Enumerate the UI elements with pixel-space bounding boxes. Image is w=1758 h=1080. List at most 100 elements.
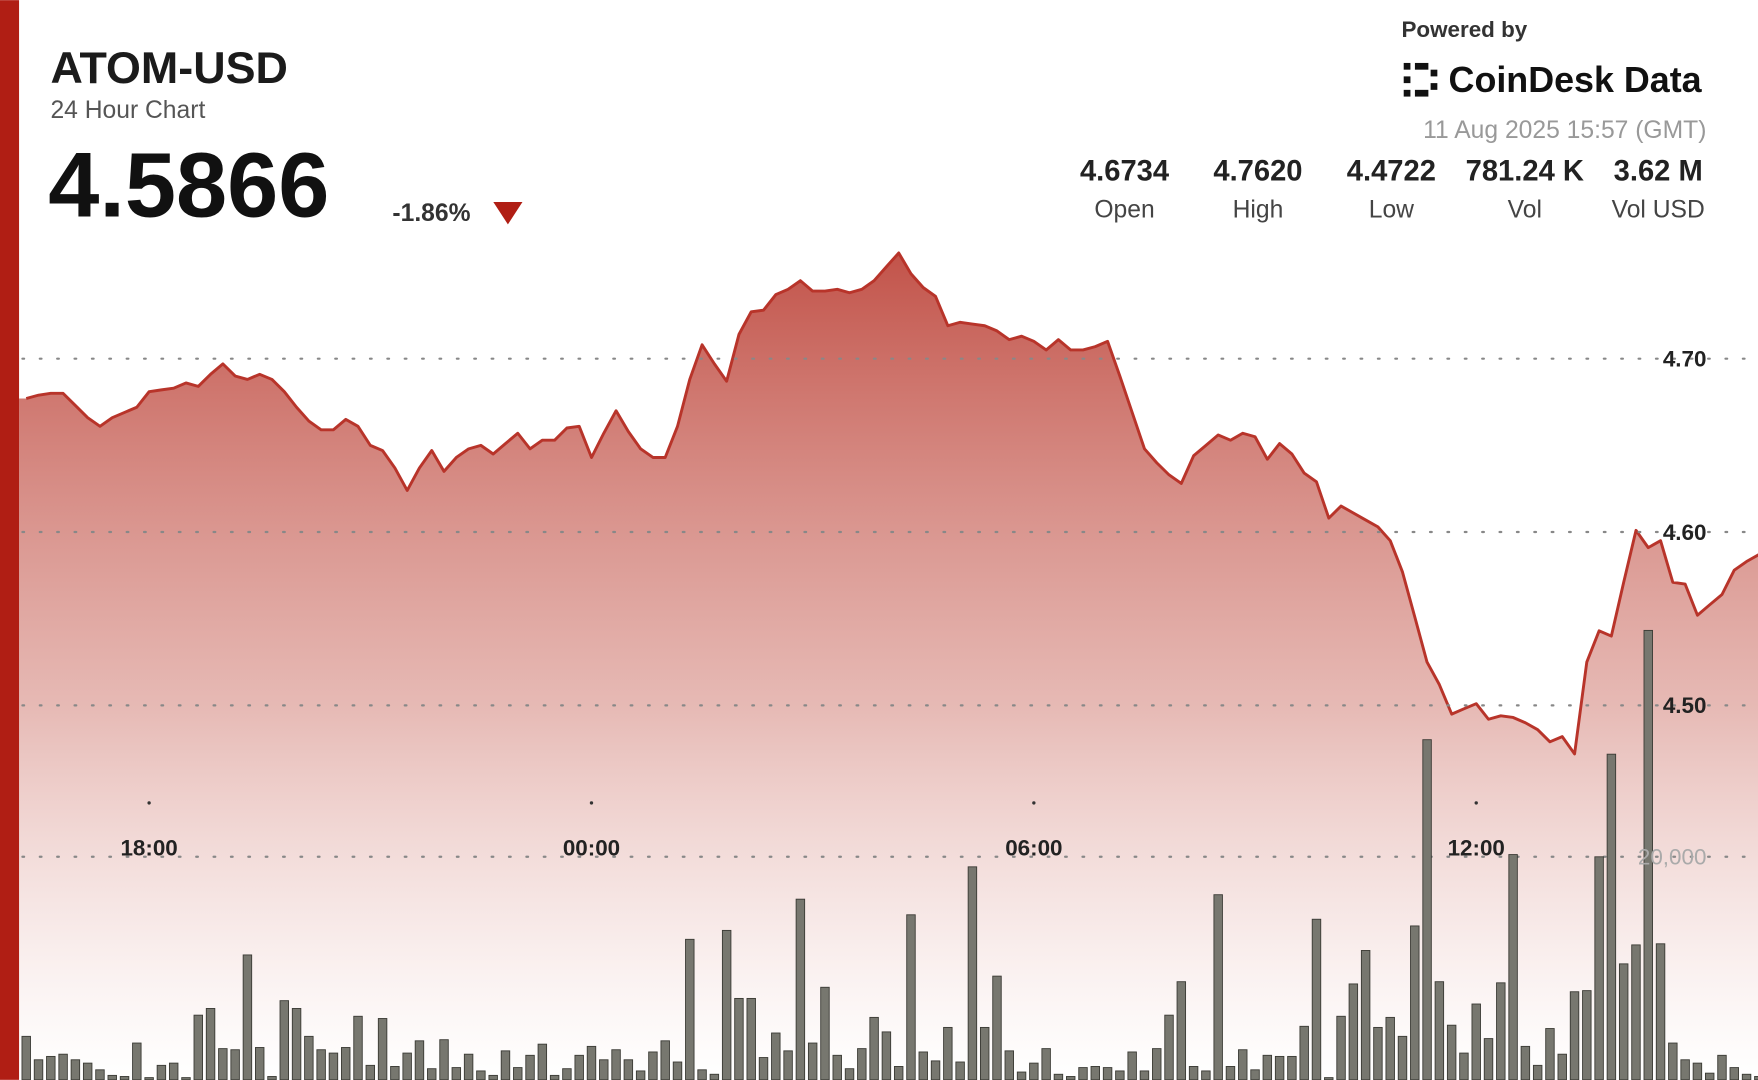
brand: CoinDesk Data <box>1449 60 1703 100</box>
volume-bar <box>46 1055 56 1080</box>
volume-bar <box>488 1074 498 1080</box>
volume-bar <box>218 1048 228 1080</box>
volume-bar <box>242 954 253 1080</box>
volume-bar <box>1201 1070 1211 1080</box>
x-tick <box>1474 801 1478 805</box>
volume-bar <box>1115 1070 1125 1080</box>
volume-bar <box>795 898 806 1080</box>
x-tick <box>147 801 151 805</box>
volume-bar <box>1299 1025 1309 1080</box>
volume-bar <box>844 1068 855 1080</box>
volume-bar <box>635 1070 646 1080</box>
y-tick-label: 4.50 <box>1663 693 1707 718</box>
volume-bar <box>70 1059 81 1080</box>
volume-bar <box>1459 1052 1469 1080</box>
volume-bar <box>1287 1055 1297 1080</box>
volume-bar <box>279 1000 289 1080</box>
volume-bar <box>377 1018 388 1080</box>
volume-bar <box>1385 1016 1395 1080</box>
volume-bar <box>697 1069 707 1080</box>
volume-bar <box>463 1053 474 1080</box>
volume-bar <box>1557 1053 1567 1080</box>
stat-label: High <box>1233 197 1284 224</box>
volume-bar <box>1471 1003 1481 1080</box>
volume-bar <box>254 1047 265 1080</box>
y2-tick-label: 20,000 <box>1638 845 1707 870</box>
volume-bar <box>746 997 756 1080</box>
volume-bar <box>1066 1076 1076 1080</box>
change: -1.86% <box>392 200 470 227</box>
x-tick-label: 00:00 <box>563 836 620 861</box>
volume-bar <box>1422 739 1432 1080</box>
volume-bar <box>1016 1071 1027 1080</box>
volume-bar <box>1434 981 1445 1080</box>
down-arrow <box>493 201 523 225</box>
stat-value: 4.6734 <box>1080 156 1170 188</box>
volume-bar <box>1397 1035 1408 1080</box>
stat-label: Low <box>1369 197 1414 224</box>
volume-bar <box>427 1068 437 1080</box>
volume-bar <box>1496 982 1506 1080</box>
timestamp: 11 Aug 2025 15:57 (GMT) <box>1423 117 1706 144</box>
stat-value: 781.24 K <box>1466 156 1584 188</box>
volume-bar <box>156 1064 167 1080</box>
x-tick-label: 18:00 <box>120 836 177 861</box>
volume-bar <box>1631 944 1641 1080</box>
y-tick-label: 4.60 <box>1663 520 1707 545</box>
volume-bar <box>439 1039 449 1080</box>
volume-bar <box>1238 1049 1248 1080</box>
volume-bar <box>353 1015 363 1080</box>
volume-bar <box>476 1070 486 1080</box>
volume-bar <box>783 1050 793 1080</box>
volume-bar <box>1680 1059 1690 1080</box>
powered-by: Powered by <box>1401 17 1527 42</box>
volume-bar <box>525 1054 535 1080</box>
volume-bar <box>586 1045 597 1080</box>
volume-bar <box>451 1067 462 1080</box>
volume-bar <box>1311 918 1322 1080</box>
volume-bar <box>1582 990 1592 1080</box>
volume-bar <box>58 1053 68 1080</box>
volume-bar <box>648 1051 658 1080</box>
stat-value: 3.62 M <box>1614 156 1703 188</box>
volume-bar <box>955 1061 965 1080</box>
volume-bar <box>943 1026 953 1080</box>
volume-bar <box>119 1076 130 1080</box>
volume-bar <box>623 1059 634 1080</box>
volume-bar <box>1090 1066 1101 1080</box>
x-tick-label: 06:00 <box>1005 836 1062 861</box>
volume-bar <box>709 1073 720 1080</box>
volume-bar <box>1655 943 1666 1080</box>
volume-bar <box>869 1016 879 1080</box>
volume-bar <box>1520 1045 1531 1080</box>
volume-bar <box>1262 1054 1273 1080</box>
price: 4.5866 <box>48 135 329 237</box>
volume-bar <box>992 975 1002 1080</box>
volume-bar <box>107 1074 117 1080</box>
volume-bar <box>205 1008 216 1080</box>
volume-bar <box>1569 991 1580 1080</box>
volume-bar <box>390 1066 400 1080</box>
logo-icon <box>1403 62 1438 97</box>
volume-bar <box>402 1052 412 1080</box>
volume-bar <box>82 1062 93 1080</box>
volume-bar <box>1274 1055 1285 1080</box>
volume-bar <box>1102 1067 1113 1080</box>
volume-bar <box>1139 1070 1150 1080</box>
volume-bar <box>1668 1042 1678 1080</box>
volume-bar <box>1741 1073 1752 1080</box>
volume-bar <box>1152 1048 1162 1080</box>
volume-bar <box>1545 1028 1555 1080</box>
volume-bar <box>562 1068 572 1080</box>
volume-bar <box>1127 1051 1137 1080</box>
volume-bar <box>1176 981 1187 1080</box>
volume-bar <box>21 1035 31 1080</box>
volume-bar <box>500 1050 511 1080</box>
volume-bar <box>967 866 978 1080</box>
volume-bar <box>168 1062 179 1080</box>
volume-bar <box>807 1042 818 1080</box>
stat-value: 4.7620 <box>1213 156 1302 188</box>
volume-bar <box>1225 1066 1236 1080</box>
volume-bar <box>549 1074 560 1080</box>
